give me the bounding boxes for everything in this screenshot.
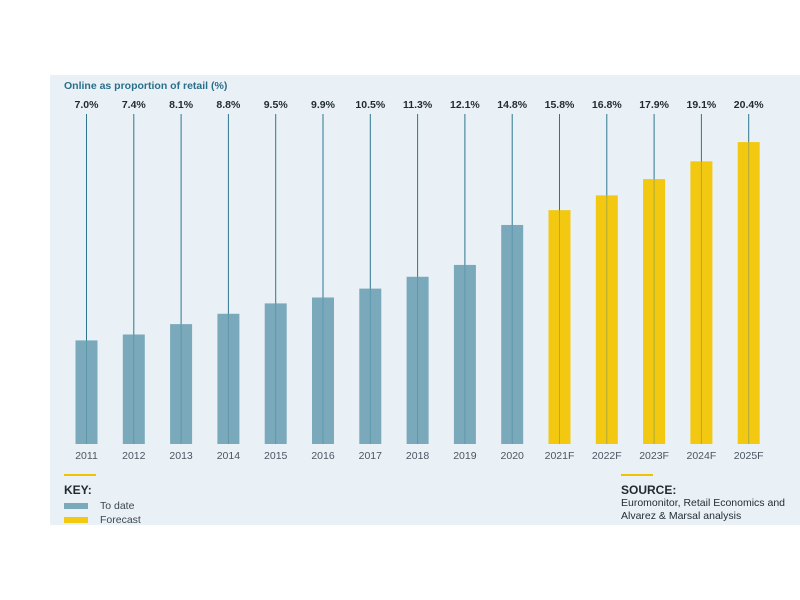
bar-2022f [595,195,618,444]
value-label-2014: 8.8% [216,99,241,111]
bar-2024f [690,161,713,444]
bar-2020 [501,224,524,444]
bar-2023f [643,179,666,444]
value-label-2025f: 20.4% [734,99,764,111]
tick-label-2018: 2018 [406,450,430,462]
value-label-2016: 9.9% [311,99,336,111]
source-title: SOURCE: [621,483,677,497]
tick-label-2020: 2020 [501,450,525,462]
tick-label-2016: 2016 [311,450,335,462]
value-label-2013: 8.1% [169,99,194,111]
key-swatch-to-date [64,503,88,509]
tick-label-2012: 2012 [122,450,146,462]
value-label-2022f: 16.8% [592,99,622,111]
key-label-to-date: To date [100,500,135,512]
bar-2011 [75,340,98,444]
bar-2025f [737,142,760,444]
bar-2012 [122,334,145,444]
key-label-forecast: Forecast [100,514,141,526]
tick-label-2013: 2013 [169,450,193,462]
bar-2017 [359,288,382,444]
tick-label-2019: 2019 [453,450,477,462]
value-label-2011: 7.0% [75,99,100,111]
value-label-2020: 14.8% [497,99,527,111]
tick-label-2021f: 2021F [545,450,575,462]
tick-label-2011: 2011 [75,450,98,462]
value-label-2023f: 17.9% [639,99,669,111]
tick-label-2025f: 2025F [734,450,764,462]
tick-label-2022f: 2022F [592,450,622,462]
value-label-2015: 9.5% [264,99,289,111]
tick-label-2024f: 2024F [687,450,717,462]
value-label-2018: 11.3% [403,99,433,111]
source-divider [621,474,653,476]
value-label-2019: 12.1% [450,99,480,111]
tick-label-2023f: 2023F [639,450,669,462]
bar-2016 [312,297,334,444]
key-item-to-date: To date [64,500,134,512]
bar-2021f [548,210,571,444]
key-title: KEY: [64,483,92,497]
bar-2019 [453,264,476,444]
tick-label-2015: 2015 [264,450,288,462]
key-divider [64,474,96,476]
tick-label-2014: 2014 [217,450,241,462]
bar-2013 [170,324,193,444]
value-label-2024f: 19.1% [687,99,717,111]
key-swatch-forecast [64,517,88,523]
value-label-2021f: 15.8% [545,99,575,111]
bar-2018 [406,276,429,444]
chart-title: Online as proportion of retail (%) [64,80,227,92]
bar-2014 [217,313,240,444]
bar-2015 [264,303,287,444]
value-label-2012: 7.4% [122,99,147,111]
tick-label-2017: 2017 [359,450,383,462]
value-label-2017: 10.5% [355,99,385,111]
key-item-forecast: Forecast [64,514,141,526]
source-text: Euromonitor, Retail Economics and Alvare… [621,497,785,522]
